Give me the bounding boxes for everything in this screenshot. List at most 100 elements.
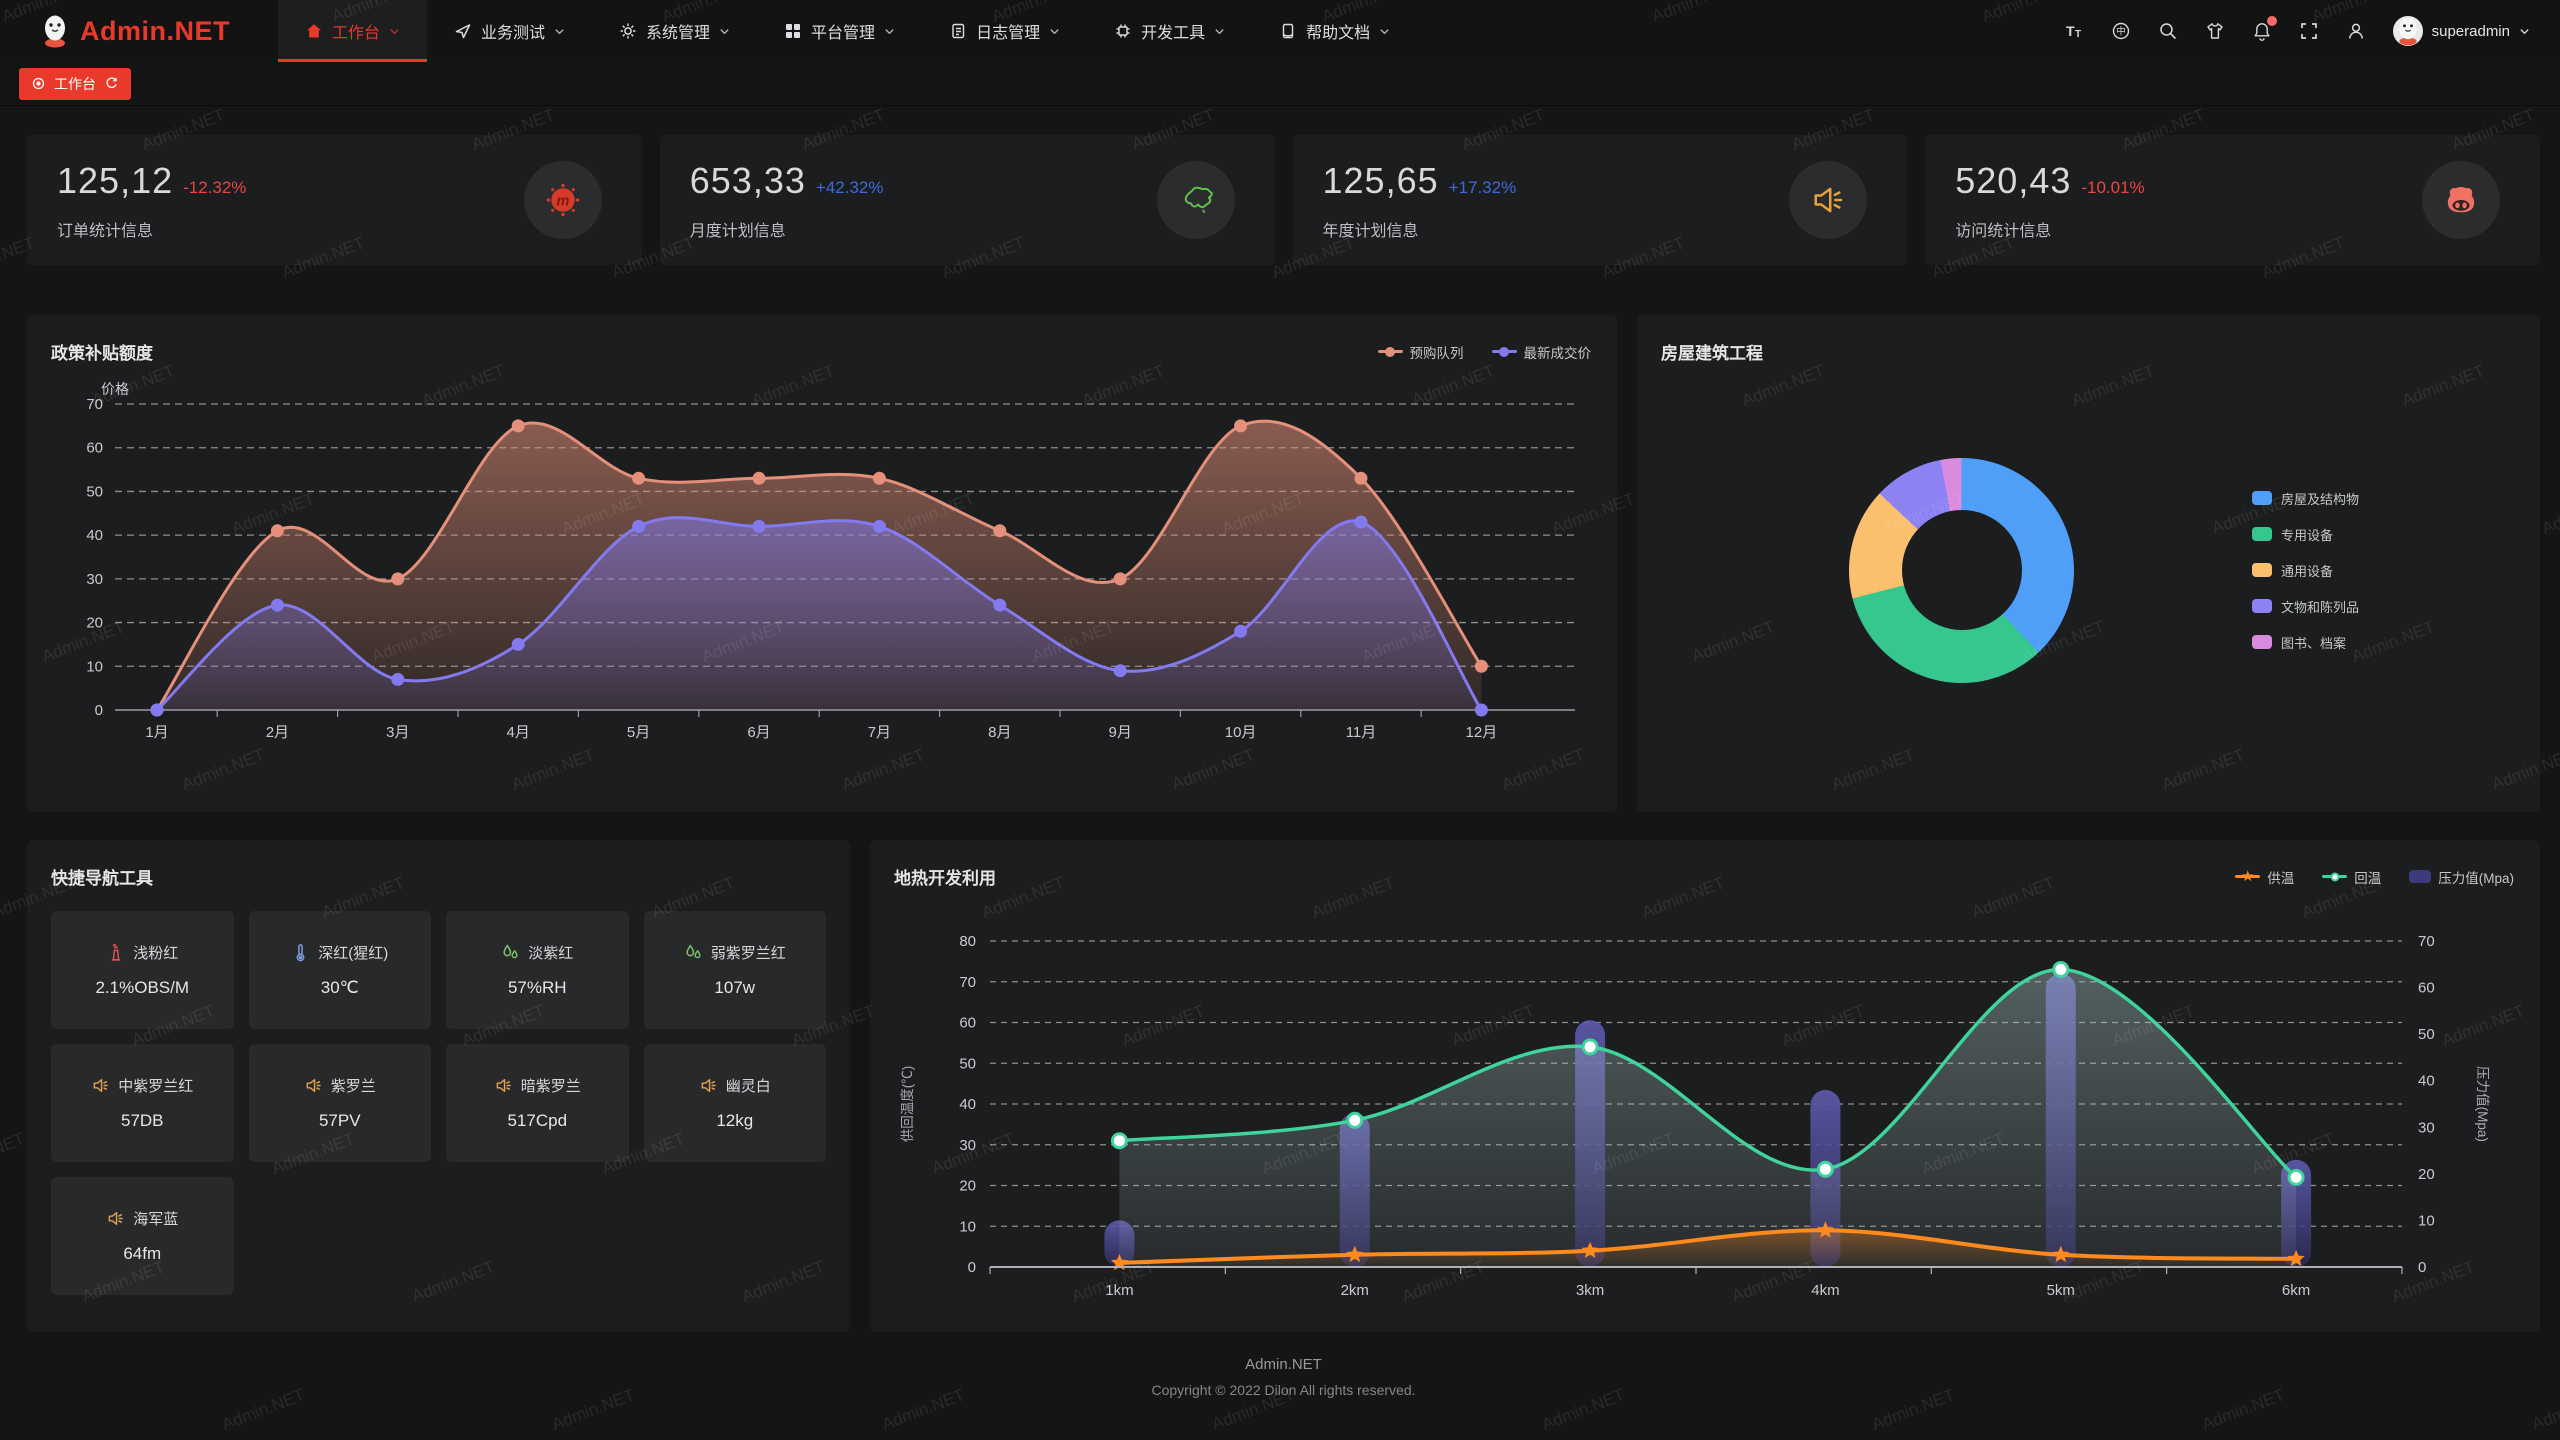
quick-nav-item-violet[interactable]: 紫罗兰 57PV — [248, 1044, 431, 1162]
chevron-down-icon — [390, 28, 399, 34]
panel-title: 快捷导航工具 — [51, 869, 153, 888]
chevron-down-icon — [1215, 28, 1224, 34]
svg-text:8月: 8月 — [988, 724, 1011, 741]
legend-item-supply-temp[interactable]: ★ 供温 — [2235, 867, 2294, 887]
user-menu[interactable]: superadmin — [2392, 16, 2530, 46]
chip-icon — [1116, 24, 1130, 38]
refresh-icon[interactable] — [105, 77, 118, 90]
svg-text:0: 0 — [95, 702, 103, 719]
user-name: superadmin — [2431, 22, 2510, 40]
quick-nav-item-ghost-white[interactable]: 幽灵白 12kg — [643, 1044, 826, 1162]
svg-text:60: 60 — [2418, 980, 2435, 997]
stat-card-visits: 520,43 -10.01% 访问统计信息 — [1925, 135, 2540, 265]
china-map-icon — [1156, 161, 1235, 239]
legend-swatch — [2252, 635, 2272, 649]
menu-item-platform-admin[interactable]: 平台管理 — [757, 0, 922, 62]
menu-item-business-test[interactable]: 业务测试 — [427, 0, 592, 62]
legend-bar-marker — [2409, 870, 2432, 883]
svg-text:10: 10 — [959, 1218, 976, 1235]
search-icon[interactable] — [2158, 21, 2178, 41]
stat-label: 月度计划信息 — [689, 223, 786, 240]
legend-item-presale-queue[interactable]: 预购队列 — [1377, 342, 1464, 362]
humidity-icon — [503, 944, 518, 959]
legend-item-books-archives[interactable]: 图书、档案 — [2252, 633, 2359, 652]
svg-text:10: 10 — [86, 658, 103, 675]
chevron-down-icon — [1050, 28, 1059, 34]
legend-circle-marker — [2322, 872, 2348, 881]
legend-item-buildings[interactable]: 房屋及结构物 — [2252, 489, 2359, 508]
quick-nav-item-crimson[interactable]: 深红(猩红) 30℃ — [248, 911, 431, 1029]
svg-text:7月: 7月 — [868, 724, 891, 741]
chart1-legend: 预购队列 最新成交价 — [1377, 342, 1591, 362]
svg-text:30: 30 — [2418, 1119, 2435, 1136]
svg-text:4月: 4月 — [507, 724, 530, 741]
theme-shirt-icon[interactable] — [2205, 21, 2225, 41]
svg-text:40: 40 — [2418, 1073, 2435, 1090]
svg-text:10月: 10月 — [1225, 724, 1257, 741]
menu-item-help-docs[interactable]: 帮助文档 — [1252, 0, 1417, 62]
humidity-icon — [686, 944, 701, 959]
legend-item-return-temp[interactable]: 回温 — [2322, 867, 2381, 887]
policy-subsidy-chart-card: 政策补贴额度 预购队列 最新成交价 0 10 20 30 40 50 60 70 价格 1月 2月 3… — [27, 315, 1617, 812]
building-project-donut-card: 房屋建筑工程 房屋及结构物 专用设备 通用设备 文物和陈列品 图书、档案 — [1637, 315, 2540, 812]
stat-card-yearly-plan: 125,65 +17.32% 年度计划信息 — [1292, 135, 1908, 265]
stat-label: 访问统计信息 — [1955, 223, 2052, 240]
chevron-down-icon — [2520, 28, 2529, 34]
legend-star-marker: ★ — [2235, 868, 2261, 883]
app-logo[interactable]: Admin.NET — [40, 0, 278, 62]
avatar — [2392, 16, 2423, 46]
charts-row: 政策补贴额度 预购队列 最新成交价 0 10 20 30 40 50 60 70 价格 1月 2月 3… — [27, 315, 2540, 812]
speaker-icon — [93, 1078, 109, 1093]
legend-item-special-equipment[interactable]: 专用设备 — [2252, 525, 2359, 544]
svg-text:m: m — [556, 194, 569, 210]
geothermal-mixed-chart[interactable]: 0 10 20 30 40 50 60 70 80 0 10 20 30 40 50 60 70 供回温度(℃) 压… — [894, 895, 2516, 1315]
top-navbar: Admin.NET 工作台 业务测试 系统管理 平台管理 日志管理 — [0, 0, 2560, 62]
medium-icon: m — [523, 161, 602, 239]
menu-item-dev-tools[interactable]: 开发工具 — [1087, 0, 1252, 62]
svg-text:3km: 3km — [1576, 1282, 1604, 1299]
svg-text:6km: 6km — [2282, 1282, 2310, 1299]
language-icon[interactable]: 中 — [2111, 21, 2131, 41]
tab-workbench[interactable]: 工作台 — [19, 67, 131, 100]
svg-text:6月: 6月 — [747, 724, 770, 741]
quick-nav-item-light-pink[interactable]: 浅粉红 2.1%OBS/M — [51, 911, 234, 1029]
chevron-down-icon — [885, 28, 894, 34]
legend-item-pressure[interactable]: 压力值(Mpa) — [2409, 867, 2514, 887]
legend-item-relics[interactable]: 文物和陈列品 — [2252, 597, 2359, 616]
legend-swatch — [2252, 527, 2272, 541]
quick-nav-item-weak-violet-red[interactable]: 弱紫罗兰红 107w — [643, 911, 826, 1029]
svg-text:价格: 价格 — [101, 381, 129, 397]
stat-delta: +17.32% — [1448, 178, 1517, 197]
stat-delta: -12.32% — [183, 178, 247, 197]
quick-nav-item-dark-violet[interactable]: 暗紫罗兰 517Cpd — [446, 1044, 629, 1162]
legend-item-latest-price[interactable]: 最新成交价 — [1491, 342, 1591, 362]
chart-title: 房屋建筑工程 — [1661, 344, 1763, 363]
building-donut-chart[interactable] — [1849, 457, 2074, 683]
svg-text:80: 80 — [959, 933, 976, 950]
donut-legend: 房屋及结构物 专用设备 通用设备 文物和陈列品 图书、档案 — [2252, 489, 2359, 652]
user-icon[interactable] — [2346, 21, 2366, 41]
svg-text:2月: 2月 — [266, 724, 289, 741]
svg-text:T: T — [2066, 23, 2075, 39]
svg-text:20: 20 — [2418, 1166, 2435, 1183]
svg-text:1km: 1km — [1105, 1282, 1133, 1299]
menu-item-workbench[interactable]: 工作台 — [278, 0, 428, 62]
bell-icon[interactable] — [2252, 16, 2277, 41]
svg-text:0: 0 — [968, 1259, 976, 1276]
page-footer: Admin.NET Copyright © 2022 Dilon All rig… — [27, 1356, 2540, 1398]
fullscreen-icon[interactable] — [2299, 21, 2319, 41]
quick-nav-item-navy-blue[interactable]: 海军蓝 64fm — [51, 1177, 234, 1295]
svg-text:5月: 5月 — [627, 724, 650, 741]
svg-text:1月: 1月 — [145, 724, 168, 741]
quick-nav-grid: 浅粉红 2.1%OBS/M 深红(猩红) 30℃ 淡紫红 57%RH 弱紫罗兰红… — [27, 889, 850, 1295]
menu-item-system-admin[interactable]: 系统管理 — [592, 0, 757, 62]
chart-title: 政策补贴额度 — [51, 344, 153, 363]
quick-nav-item-pale-violet[interactable]: 淡紫红 57%RH — [446, 911, 629, 1029]
svg-text:60: 60 — [959, 1015, 976, 1032]
menu-item-log-admin[interactable]: 日志管理 — [922, 0, 1087, 62]
svg-text:70: 70 — [2418, 933, 2435, 950]
legend-item-general-equipment[interactable]: 通用设备 — [2252, 561, 2359, 580]
quick-nav-item-medium-violet-red[interactable]: 中紫罗兰红 57DB — [51, 1044, 234, 1162]
